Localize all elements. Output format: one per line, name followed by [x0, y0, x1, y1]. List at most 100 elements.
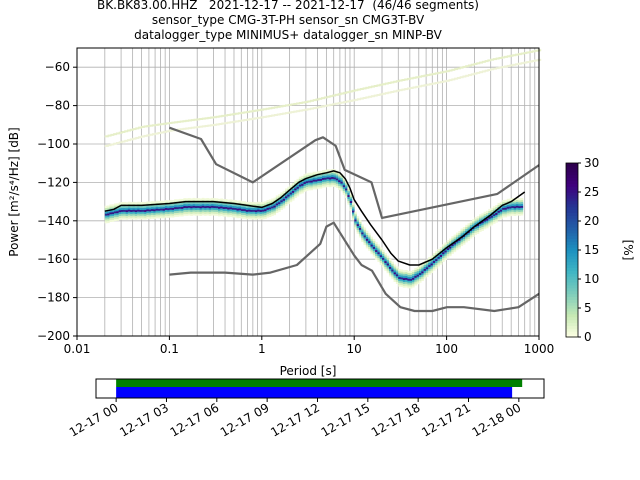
heatmap-cell: [148, 211, 152, 214]
artifact-trace-cell: [476, 71, 481, 74]
colorbar-segment: [566, 281, 578, 286]
heatmap-cell: [201, 211, 205, 214]
heatmap-cell: [222, 206, 226, 209]
heatmap-cell: [294, 188, 297, 191]
heatmap-cell: [460, 234, 464, 237]
heatmap-cell: [515, 205, 519, 208]
heatmap-cell: [243, 203, 247, 206]
heatmap-cell: [271, 200, 274, 203]
heatmap-cell: [185, 204, 189, 207]
heatmap-cell: [388, 262, 392, 266]
heatmap-cell: [120, 202, 124, 205]
heatmap-cell: [412, 273, 415, 276]
heatmap-cell: [453, 236, 457, 239]
colorbar-tick-label: 10: [584, 272, 599, 286]
heatmap-cell: [402, 277, 406, 281]
heatmap-cell: [236, 216, 240, 219]
heatmap-cell: [363, 235, 367, 238]
artifact-trace-cell: [440, 71, 445, 74]
heatmap-cell: [261, 213, 265, 216]
artifact-trace-cell: [534, 59, 539, 62]
artifact-trace-cell: [110, 133, 115, 136]
heatmap-cell: [287, 186, 290, 189]
colorbar-segment: [566, 334, 578, 338]
heatmap-cell: [132, 209, 136, 212]
heatmap-cell: [492, 215, 496, 219]
heatmap-cell: [282, 198, 286, 201]
heatmap-cell: [324, 185, 327, 188]
colorbar-tick-label: 30: [584, 156, 599, 170]
heatmap-cell: [430, 261, 434, 264]
heatmap-cell: [220, 211, 223, 215]
heatmap-cell: [377, 253, 380, 257]
heatmap-cell: [213, 203, 216, 207]
heatmap-cell: [271, 211, 274, 215]
heatmap-cell: [259, 207, 263, 211]
colorbar-tick-label: 20: [584, 214, 599, 228]
axes-ticks: 0.01 0.1 1 10 100 1000−200−180−160−140−120−10…: [37, 60, 554, 356]
artifact-trace-cell: [520, 62, 525, 65]
heatmap-cell: [213, 209, 216, 212]
heatmap-cell: [446, 255, 450, 258]
artifact-trace-cell: [118, 141, 123, 144]
heatmap-cell: [356, 220, 360, 223]
artifact-trace-cell: [251, 117, 256, 120]
heatmap-cell: [215, 202, 219, 205]
heatmap-cell: [271, 204, 274, 207]
heatmap-cell: [488, 212, 491, 215]
heatmap-cell: [479, 220, 482, 223]
heatmap-cell: [144, 207, 147, 211]
heatmap-cell: [414, 283, 417, 286]
heatmap-cell: [453, 238, 457, 241]
heatmap-cell: [148, 215, 152, 218]
heatmap-cell: [301, 181, 304, 184]
heatmap-cell: [229, 205, 233, 208]
artifact-trace-cell: [246, 110, 251, 113]
heatmap-cell: [444, 242, 447, 245]
artifact-trace-cell: [517, 53, 522, 56]
artifact-trace-cell: [404, 78, 409, 81]
heatmap-cell: [469, 220, 473, 224]
heatmap-cell: [365, 242, 369, 245]
heatmap-cell: [409, 282, 413, 285]
artifact-trace-cell: [165, 122, 170, 125]
artifact-trace-cell: [293, 102, 298, 105]
heatmap-cell: [169, 215, 173, 218]
heatmap-cell: [363, 231, 367, 234]
heatmap-cell: [268, 214, 272, 217]
colorbar-segment: [566, 264, 578, 268]
artifact-trace-cell: [237, 112, 242, 115]
colorbar-label: [%]: [621, 240, 635, 261]
heatmap-cell: [125, 202, 129, 205]
colorbar-segment: [566, 215, 578, 219]
heatmap-cell: [479, 225, 482, 229]
heatmap-cell: [298, 182, 302, 185]
heatmap-cell: [192, 205, 196, 208]
heatmap-cell: [335, 172, 339, 175]
heatmap-cell: [338, 181, 341, 185]
heatmap-cell: [393, 264, 397, 267]
heatmap-cell: [257, 211, 260, 214]
heatmap-cell: [483, 215, 487, 218]
artifact-trace-cell: [207, 124, 212, 127]
artifact-trace-cell: [412, 76, 417, 79]
heatmap-cell: [254, 211, 258, 215]
heatmap-cell: [515, 207, 519, 210]
heatmap-cell: [520, 197, 524, 201]
artifact-trace-cell: [512, 54, 517, 57]
heatmap-cell: [518, 211, 521, 214]
heatmap-cell: [409, 270, 413, 274]
heatmap-cell: [132, 213, 136, 216]
colorbar-segment: [566, 235, 578, 239]
colorbar-segment: [566, 226, 578, 231]
heatmap-cell: [453, 249, 457, 253]
artifact-trace-cell: [215, 123, 220, 126]
heatmap-cell: [107, 207, 110, 210]
heatmap-cell: [384, 262, 387, 266]
heatmap-cell: [335, 185, 339, 189]
heatmap-cell: [123, 209, 126, 212]
heatmap-cell: [395, 272, 399, 275]
heatmap-cell: [485, 218, 489, 221]
heatmap-cell: [206, 207, 210, 210]
